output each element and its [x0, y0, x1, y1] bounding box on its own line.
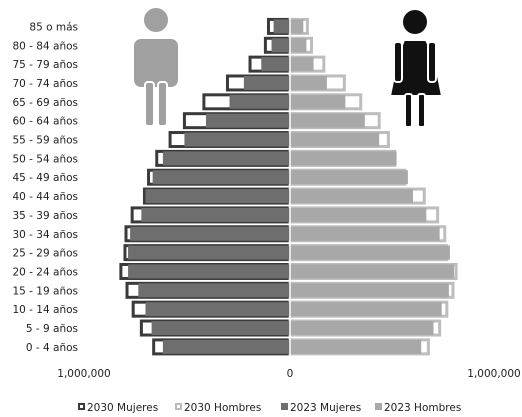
y-tick-label-0: 85 o más [29, 21, 78, 33]
bar-2023-mujeres-8 [152, 170, 290, 185]
legend-swatch-3 [375, 403, 382, 410]
y-tick-label-10: 35 - 39 años [12, 210, 78, 222]
bar-2023-hombres-17 [290, 339, 422, 354]
bar-2023-hombres-8 [290, 170, 408, 185]
bar-2023-mujeres-6 [184, 132, 290, 147]
bar-2023-mujeres-11 [130, 226, 290, 241]
bar-2023-hombres-11 [290, 226, 440, 241]
bar-2023-hombres-9 [290, 189, 413, 204]
x-tick-label-left: 1,000,000 [57, 368, 110, 380]
bars-group [119, 15, 458, 359]
y-tick-label-12: 25 - 29 años [12, 248, 78, 260]
y-tick-label-6: 55 - 59 años [12, 135, 78, 147]
y-tick-label-14: 15 - 19 años [12, 285, 78, 297]
bar-2023-mujeres-4 [229, 94, 290, 109]
bar-2023-hombres-5 [290, 113, 365, 128]
bar-2023-hombres-1 [290, 38, 307, 53]
y-tick-label-3: 70 - 74 años [12, 78, 78, 90]
legend-swatch-inner-1 [177, 405, 180, 408]
bar-2023-hombres-13 [290, 264, 454, 279]
bar-2023-mujeres-16 [151, 321, 290, 336]
bar-2023-hombres-4 [290, 94, 346, 109]
bar-2023-mujeres-10 [141, 207, 290, 222]
bar-2023-hombres-3 [290, 75, 327, 90]
male-person-icon [132, 6, 180, 127]
bar-2023-mujeres-14 [138, 283, 290, 298]
y-tick-label-7: 50 - 54 años [12, 153, 78, 165]
y-tick-label-5: 60 - 64 años [12, 116, 78, 128]
y-tick-label-8: 45 - 49 años [12, 172, 78, 184]
legend: 2030 Mujeres 2030 Hombres 2023 Mujeres 2023… [78, 402, 461, 414]
bar-2023-hombres-2 [290, 57, 314, 72]
bar-2023-hombres-0 [290, 19, 304, 34]
bar-2023-mujeres-17 [162, 339, 290, 354]
bar-2023-mujeres-7 [162, 151, 290, 166]
y-tick-label-13: 20 - 24 años [12, 266, 78, 278]
legend-label-1: 2030 Hombres [184, 402, 261, 414]
y-tick-label-9: 40 - 44 años [12, 191, 78, 203]
bar-2023-hombres-14 [290, 283, 449, 298]
bar-2023-mujeres-1 [271, 38, 290, 53]
legend-label-3: 2023 Hombres [384, 402, 461, 414]
x-tick-label-center: 0 [287, 368, 294, 380]
bar-2023-hombres-16 [290, 321, 434, 336]
y-tick-label-4: 65 - 69 años [12, 97, 78, 109]
bar-2023-mujeres-9 [145, 189, 290, 204]
bar-2023-mujeres-2 [261, 57, 290, 72]
bar-2023-mujeres-15 [145, 302, 290, 317]
bar-2023-mujeres-0 [273, 19, 290, 34]
bar-2023-mujeres-5 [205, 113, 290, 128]
y-tick-label-16: 5 - 9 años [26, 323, 78, 335]
legend-label-2: 2023 Mujeres [290, 402, 361, 414]
legend-swatch-inner-0 [80, 405, 83, 408]
bar-2023-hombres-10 [290, 207, 427, 222]
y-tick-label-17: 0 - 4 años [26, 342, 78, 354]
female-person-icon [388, 8, 444, 128]
bar-2023-hombres-15 [290, 302, 442, 317]
bar-2023-mujeres-12 [128, 245, 290, 260]
legend-label-0: 2030 Mujeres [87, 402, 158, 414]
bar-2023-hombres-7 [290, 151, 397, 166]
bar-2023-hombres-12 [290, 245, 450, 260]
y-tick-label-1: 80 - 84 años [12, 40, 78, 52]
bar-2023-mujeres-3 [243, 75, 290, 90]
y-tick-label-15: 10 - 14 años [12, 304, 78, 316]
y-tick-labels: 85 o más 80 - 84 años 75 - 79 años 70 - 74 … [12, 21, 78, 353]
y-tick-label-11: 30 - 34 años [12, 229, 78, 241]
y-tick-label-2: 75 - 79 años [12, 59, 78, 71]
x-tick-label-right: 1,000,000 [467, 368, 520, 380]
legend-swatch-2 [281, 403, 288, 410]
bar-2023-mujeres-13 [128, 264, 290, 279]
bar-2023-hombres-6 [290, 132, 380, 147]
